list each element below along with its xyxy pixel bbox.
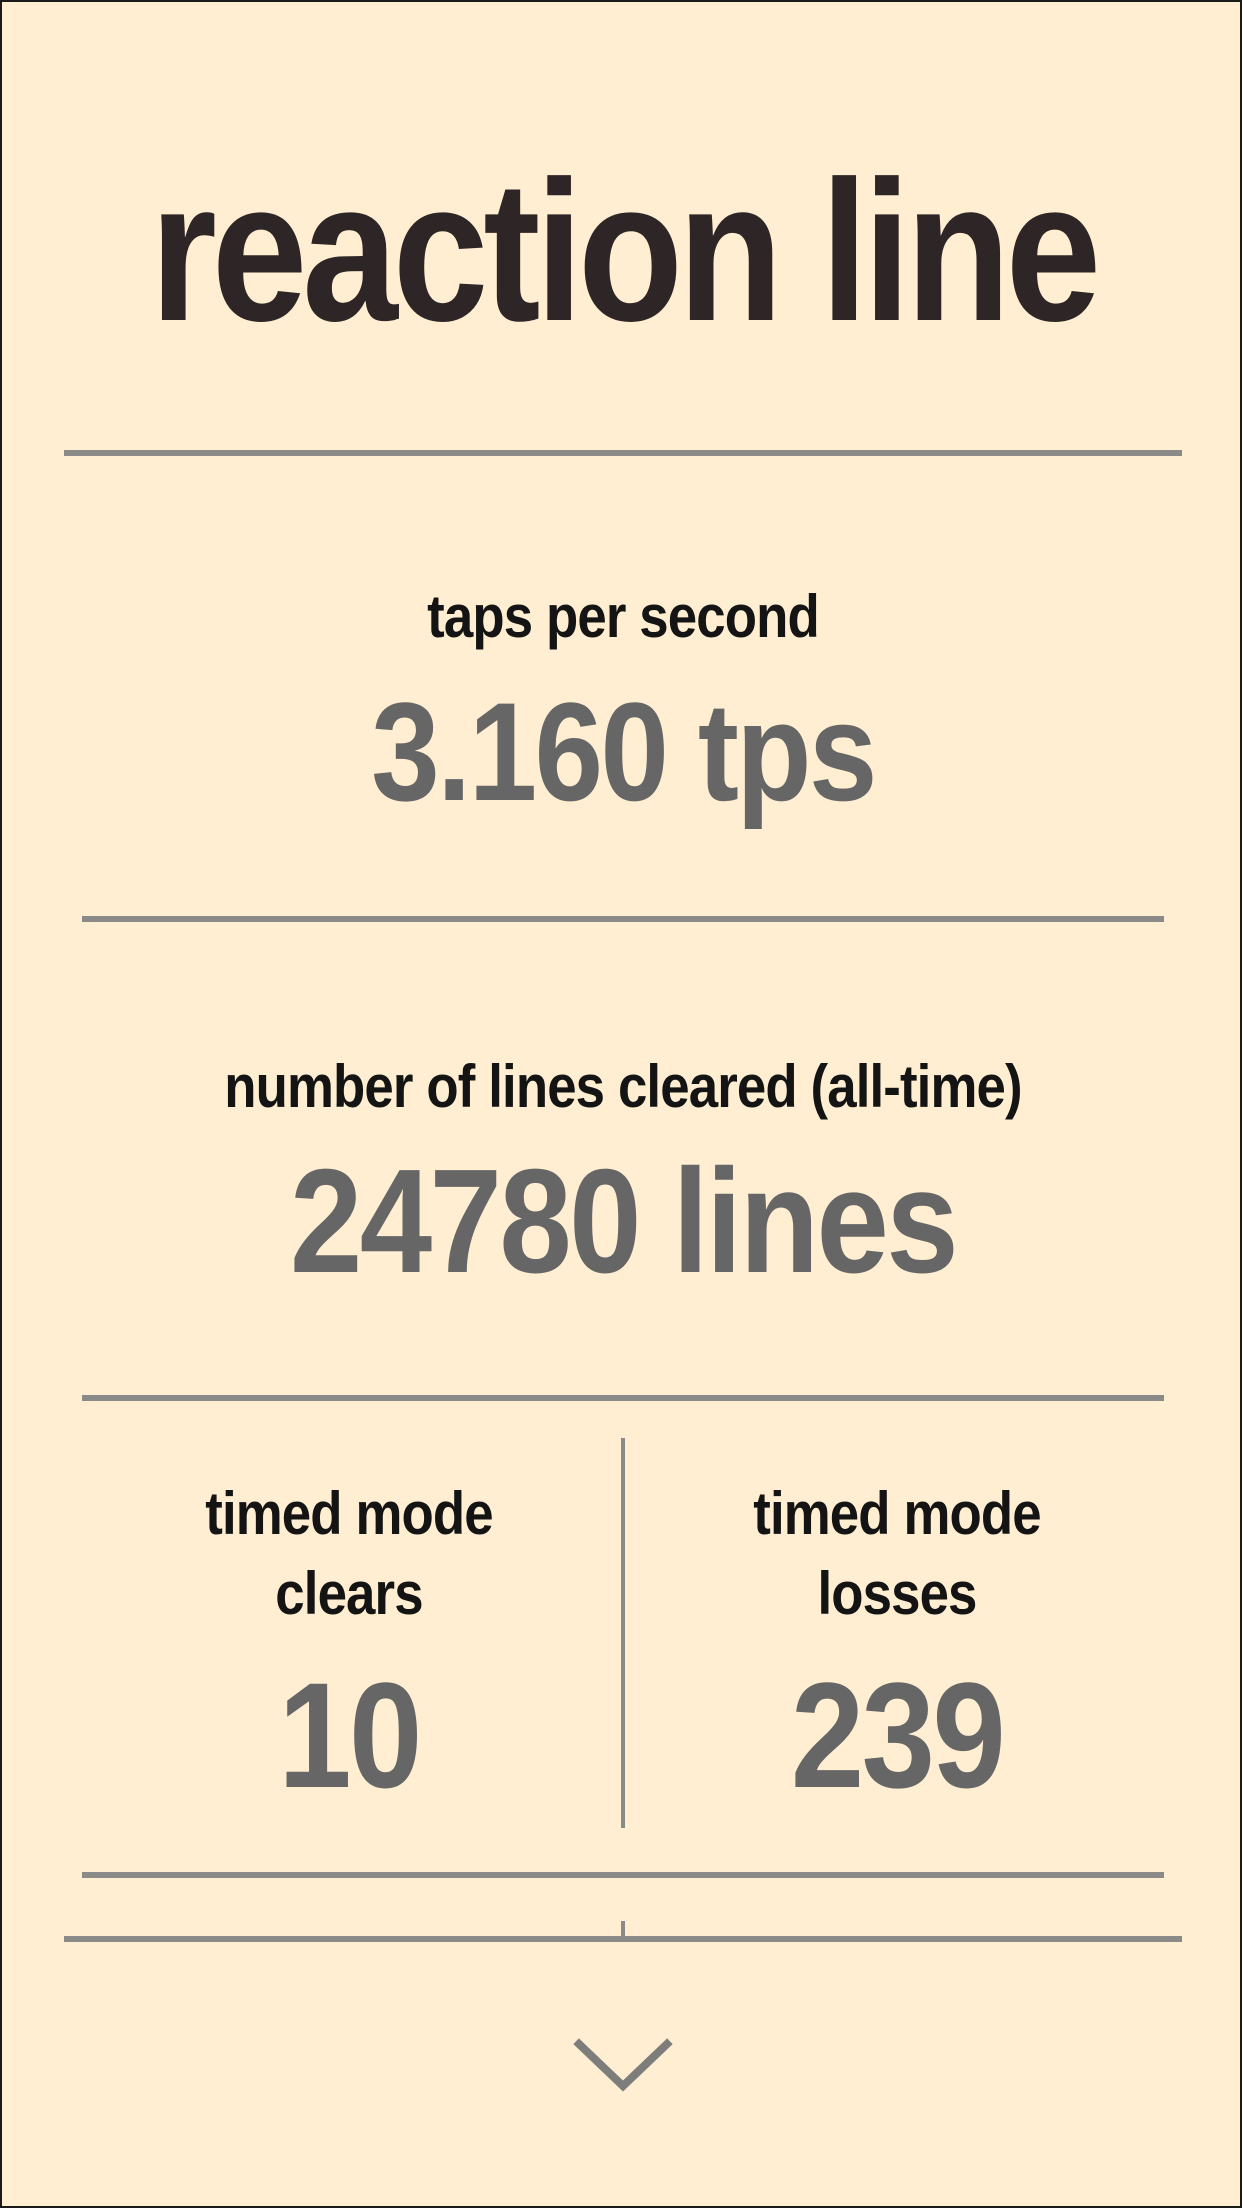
timed-clears-label-line1: timed mode	[205, 1480, 493, 1547]
timed-mode-column-divider	[621, 1438, 625, 1828]
lines-cleared-value: 24780 lines	[289, 1139, 959, 1304]
timed-clears-label-line2: clears	[275, 1560, 423, 1627]
timed-losses-value: 239	[790, 1651, 1006, 1819]
timed-clears-label: timed mode clears	[98, 1474, 600, 1634]
stats-divider-3	[82, 1872, 1164, 1878]
timed-clears-value: 10	[278, 1651, 422, 1819]
stats-divider-1	[82, 916, 1164, 922]
chevron-down-icon[interactable]	[573, 2038, 673, 2098]
lines-cleared-label: number of lines cleared (all-time)	[224, 1053, 1022, 1120]
next-row-column-divider	[621, 1921, 625, 1937]
timed-losses-label: timed mode losses	[646, 1474, 1148, 1634]
taps-per-second-value: 3.160 tps	[371, 673, 877, 830]
title-divider	[64, 450, 1182, 456]
scroll-edge-divider	[64, 1936, 1182, 1942]
timed-losses-label-line2: losses	[817, 1560, 977, 1627]
timed-losses-label-line1: timed mode	[753, 1480, 1041, 1547]
taps-per-second-label: taps per second	[427, 583, 820, 650]
app-title: reaction line	[149, 140, 1101, 363]
stats-divider-2	[82, 1395, 1164, 1401]
